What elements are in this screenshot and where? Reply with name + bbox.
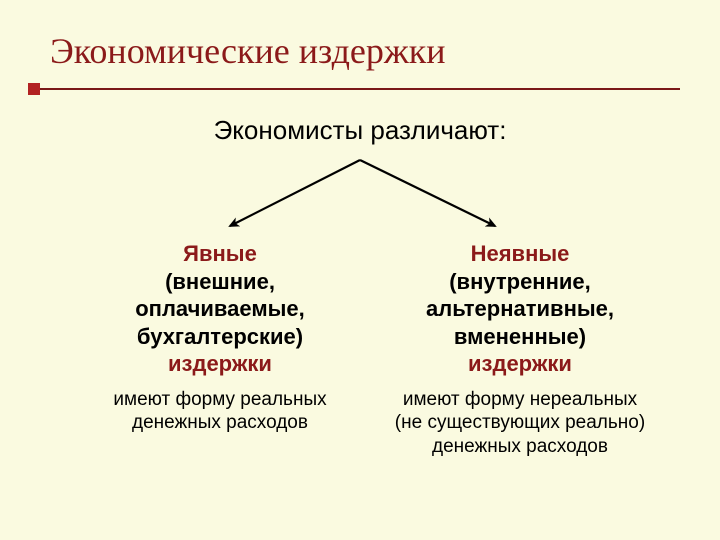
branch-left-foot: издержки: [90, 350, 350, 378]
branch-right-body: (внутренние,альтернативные,вмененные): [426, 269, 614, 349]
subtitle: Экономисты различают:: [0, 115, 720, 146]
branch-arrows: [0, 150, 720, 240]
branch-left-body: (внешние,оплачиваемые,бухгалтерские): [135, 269, 305, 349]
slide-title: Экономические издержки: [50, 30, 446, 72]
arrow-right: [360, 160, 495, 226]
branch-right-desc: имеют форму нереальных(не существующих р…: [390, 388, 650, 459]
title-rule: [40, 88, 680, 90]
branch-right: Неявные (внутренние,альтернативные,вмене…: [390, 240, 650, 459]
arrow-left: [230, 160, 360, 226]
branch-right-head: Неявные: [471, 241, 570, 266]
branch-left-head: Явные: [183, 241, 257, 266]
title-marker: [28, 83, 40, 95]
branch-left: Явные (внешние,оплачиваемые,бухгалтерски…: [90, 240, 350, 435]
branch-left-desc: имеют форму реальныхденежных расходов: [90, 388, 350, 436]
branch-right-foot: издержки: [390, 350, 650, 378]
